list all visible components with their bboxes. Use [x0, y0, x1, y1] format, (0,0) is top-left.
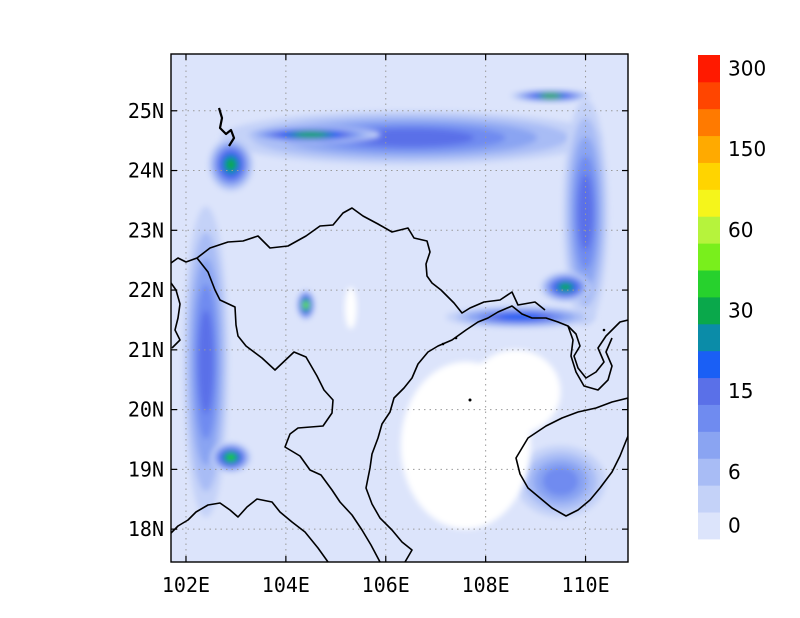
colorbar: 0 6 15 30 60 150 300	[698, 55, 766, 540]
colorbar-box	[698, 431, 720, 459]
hainan-rain-level-4	[542, 466, 579, 496]
colorbar-box	[698, 377, 720, 405]
gulf-open-dry	[470, 349, 561, 434]
dry-areas	[344, 287, 561, 530]
colorbar-box	[698, 55, 720, 83]
eastern-column-level-5	[578, 174, 594, 251]
colorbar-box	[698, 81, 720, 110]
x-tick-label: 108E	[462, 573, 510, 597]
x-tick-label: 104E	[262, 573, 310, 597]
x-tick-label: 106E	[362, 573, 410, 597]
y-tick-label: 23N	[128, 218, 164, 242]
western-column	[183, 206, 229, 518]
colorbar-box	[698, 404, 720, 432]
colorbar-label: 15	[728, 379, 753, 403]
leizhou-peninsula	[567, 325, 613, 391]
colorbar-box	[698, 323, 720, 352]
colorbar-box	[698, 350, 720, 379]
x-axis-labels: 102E 104E 106E 108E 110E	[162, 573, 610, 597]
northwest-maximum-level-8	[225, 158, 236, 171]
colorbar-box	[698, 485, 720, 513]
colorbar-box	[698, 458, 720, 486]
laos-thailand-border	[171, 498, 329, 562]
colorbar-label: 0	[728, 514, 741, 538]
y-tick-label: 22N	[128, 278, 164, 302]
y-tick-label: 24N	[128, 159, 164, 183]
colorbar-box	[698, 162, 720, 190]
western-column-level-5	[198, 309, 214, 414]
colorbar-box	[698, 270, 720, 298]
colorbar-label: 6	[728, 460, 741, 484]
laos-maximum-level-9	[226, 454, 235, 461]
y-tick-label: 25N	[128, 99, 164, 123]
map-frame	[170, 53, 629, 563]
northern-vietnam-peak	[296, 290, 315, 320]
colorbar-box	[698, 189, 720, 217]
map-panel: 102E 104E 106E 108E 110E 18N 19N 20N 21N 22N 23N 2…	[128, 53, 629, 597]
guangxi-maximum	[540, 272, 591, 303]
offshore-islands	[441, 328, 606, 402]
laos-maximum	[210, 442, 251, 473]
northern-rain-band-core	[240, 125, 381, 144]
colorbar-box	[698, 108, 720, 137]
northern-vietnam-peak-level-10	[302, 302, 309, 309]
inland-dry-patch	[344, 287, 357, 329]
vietnam-laos-border	[196, 257, 381, 562]
gridlines	[171, 54, 628, 562]
colorbar-box	[698, 243, 720, 271]
y-tick-label: 19N	[128, 457, 164, 481]
x-tick-label: 110E	[561, 573, 609, 597]
colorbar-boxes	[698, 55, 720, 540]
coastal-band-level-6	[499, 313, 543, 321]
colorbar-box	[698, 512, 720, 540]
colorbar-label: 60	[728, 218, 753, 242]
colorbar-box	[698, 135, 720, 163]
eastern-column	[563, 98, 609, 326]
northern-rain-band-east	[510, 89, 591, 102]
inland-lake	[217, 107, 236, 147]
northern-rain-band-east-level-8	[541, 92, 560, 99]
y-tick-label: 20N	[128, 398, 164, 422]
colorbar-labels: 0 6 15 30 60 150 300	[728, 56, 766, 537]
x-tick-label: 102E	[162, 573, 210, 597]
axis-ticks	[171, 54, 628, 562]
hainan-island	[515, 397, 628, 517]
guangxi-maximum-level-8	[560, 283, 572, 291]
colorbar-label: 30	[728, 298, 753, 322]
colorbar-box	[698, 216, 720, 244]
northern-rain-band-core-level-8	[295, 131, 327, 138]
china-vietnam-laos-border-west	[171, 207, 546, 314]
hainan-rain	[515, 445, 606, 518]
y-tick-label: 21N	[128, 338, 164, 362]
y-axis-labels: 18N 19N 20N 21N 22N 23N 24N 25N	[128, 99, 164, 541]
vietnam-coastline	[365, 305, 628, 562]
y-tick-label: 18N	[128, 517, 164, 541]
colorbar-label: 150	[728, 137, 766, 161]
rain-field	[183, 89, 609, 518]
colorbar-box	[698, 297, 720, 325]
northwest-maximum	[208, 137, 254, 192]
colorbar-label: 300	[728, 56, 766, 80]
